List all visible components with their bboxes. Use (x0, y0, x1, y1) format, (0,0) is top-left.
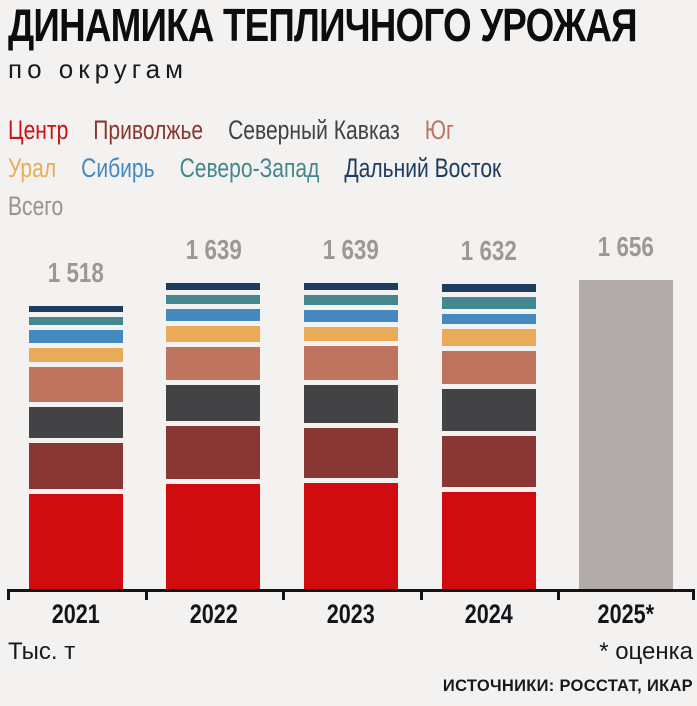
x-axis-label-2022: 2022 (189, 599, 238, 629)
bar-value-label: 1 632 (460, 235, 517, 267)
axis-tick (419, 589, 423, 600)
segment-урал (441, 329, 536, 347)
segment-северный-кавказ (304, 385, 398, 423)
segment-урал (28, 348, 123, 362)
legend-row-2: Урал Сибирь Северо-Запад Дальний Восток (8, 149, 501, 187)
axis-tick (692, 589, 695, 600)
segment-сибирь (28, 329, 123, 344)
segment-северный-кавказ (166, 385, 261, 421)
segment-дальний-восток (441, 284, 536, 293)
legend: Центр Приволжье Северный Кавказ Юг Урал Сибир… (8, 111, 640, 225)
segment-центр (304, 482, 398, 589)
segment-дальний-восток (304, 283, 398, 291)
legend-row-1: Центр Приволжье Северный Кавказ Юг (8, 111, 501, 149)
legend-row-3: Всего (8, 187, 501, 225)
axis-tick (557, 589, 561, 600)
source-label: ИСТОЧНИКИ: РОССТАТ, ИКАР (442, 677, 693, 695)
segment-сибирь (441, 313, 536, 325)
segment-приволжье (441, 435, 536, 487)
x-axis-label-2023: 2023 (326, 599, 376, 629)
segment-дальний-восток (166, 283, 261, 291)
estimate-note: * оценка (599, 638, 693, 665)
x-axis-label-2021: 2021 (51, 599, 100, 629)
segment-приволжье (304, 427, 398, 478)
segment-урал (166, 325, 261, 342)
x-axis-line (7, 589, 695, 592)
segment-северо-запад (441, 297, 536, 309)
legend-item-всего: Всего (8, 190, 64, 221)
bar-value-label: 1 639 (322, 234, 380, 266)
bar-value-label: 1 518 (47, 256, 104, 288)
legend-item-урал: Урал (8, 152, 57, 183)
segment-приволжье (166, 425, 261, 479)
x-axis-label-2025: 2025* (597, 599, 655, 629)
segment-сибирь (304, 309, 398, 322)
segment-центр (166, 483, 261, 589)
legend-item-юг: Юг (424, 114, 454, 145)
segment-северо-запад (28, 316, 123, 325)
legend-item-приволжье: Приволжье (93, 114, 204, 145)
axis-tick (282, 589, 286, 600)
segment-юг (441, 351, 536, 385)
legend-item-центр: Центр (8, 114, 69, 145)
segment-всего (579, 279, 674, 589)
page-title: ДИНАМИКА ТЕПЛИЧНОГО УРОЖАЯ (8, 0, 638, 51)
segment-северо-запад (304, 295, 398, 305)
segment-центр (28, 493, 123, 589)
segment-северо-запад (166, 295, 261, 304)
segment-юг (166, 346, 261, 380)
segment-юг (28, 366, 123, 403)
segment-северный-кавказ (441, 389, 536, 431)
legend-item-дальний-восток: Дальний Восток (344, 152, 502, 183)
legend-item-сибирь: Сибирь (81, 152, 155, 183)
segment-урал (304, 326, 398, 341)
axis-tick (144, 589, 148, 600)
bar-value-label: 1 656 (598, 230, 655, 262)
legend-item-северо-запад: Северо-Запад (179, 152, 320, 183)
segment-северный-кавказ (28, 407, 123, 439)
unit-label: Тыс. т (8, 638, 76, 665)
axis-tick (7, 589, 10, 600)
segment-приволжье (28, 443, 123, 489)
segment-центр (441, 491, 536, 589)
segment-юг (304, 345, 398, 381)
segment-сибирь (166, 308, 261, 321)
segment-дальний-восток (28, 305, 123, 312)
page-subtitle: по округам (8, 54, 189, 84)
bar-value-label: 1 639 (185, 234, 242, 266)
legend-item-северный-кавказ: Северный Кавказ (228, 114, 400, 145)
x-axis-label-2024: 2024 (464, 599, 513, 629)
